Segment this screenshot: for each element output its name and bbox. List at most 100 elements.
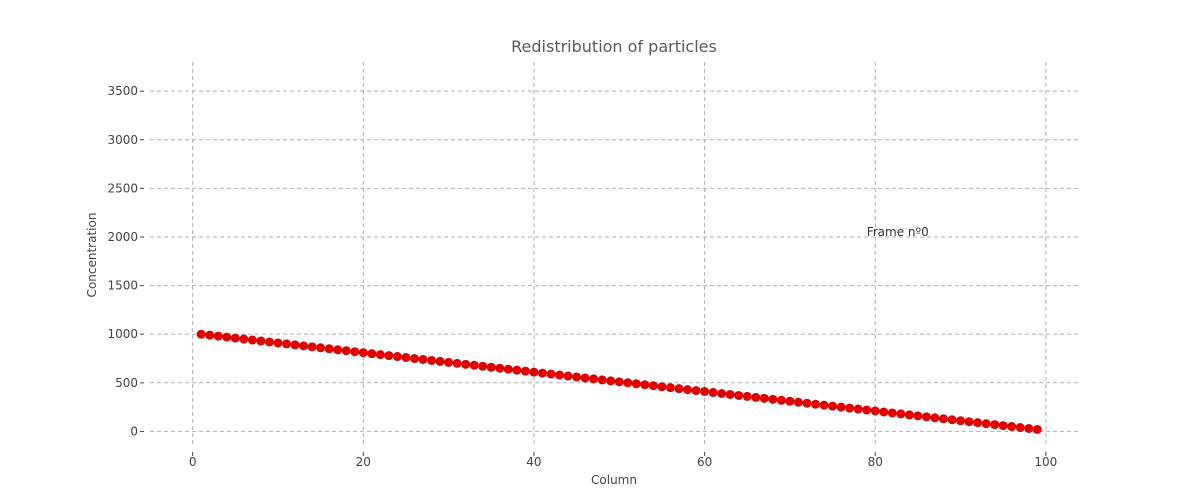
chart-title: Redistribution of particles [511,37,717,56]
data-point [435,356,445,366]
data-point [828,401,838,411]
data-point [401,353,411,363]
data-point [990,420,1000,430]
data-point [793,397,803,407]
data-point [205,330,215,340]
data-point [469,360,479,370]
data-point [896,409,906,419]
data-point [742,391,752,401]
data-point [350,347,360,357]
data-point [427,355,437,365]
data-point [921,412,931,422]
y-tick-label: 1000 [107,327,138,341]
data-point [512,365,522,375]
y-tick-label: 0 [130,424,138,438]
data-point [614,377,624,387]
data-point [1007,422,1017,432]
x-tick-label: 0 [189,455,197,469]
data-point [973,418,983,428]
data-point [819,400,829,410]
data-point [444,357,454,367]
data-point [700,387,710,397]
data-point [529,367,539,377]
y-tick-label: 3000 [107,133,138,147]
data-point [862,405,872,415]
data-point [597,375,607,385]
data-point [964,417,974,427]
data-point [674,384,684,394]
data-point [333,345,343,355]
data-point [230,333,240,343]
x-tick-label: 100 [1034,455,1057,469]
data-point [981,419,991,429]
data-point [870,406,880,416]
data-point [563,371,573,381]
data-point [853,404,863,414]
data-point [478,361,488,371]
data-point [631,379,641,389]
y-tick-label: 2000 [107,230,138,244]
data-point [324,344,334,354]
data-point [956,416,966,426]
data-point [196,329,206,339]
data-point [998,421,1008,431]
data-point [375,350,385,360]
data-point [1015,423,1025,433]
data-point [247,335,257,345]
data-point [930,413,940,423]
data-point [367,349,377,359]
data-point [811,399,820,409]
data-point [461,359,471,369]
y-tick-label: 2500 [107,181,138,195]
y-tick-label: 500 [115,376,138,390]
data-point [683,385,693,395]
y-axis-label: Concentration [85,213,99,298]
data-point [341,346,351,356]
y-tick-label: 3500 [107,84,138,98]
data-point [572,372,582,382]
x-tick-label: 60 [697,455,712,469]
data-point [290,340,300,350]
data-point [307,342,317,352]
data-point [887,408,897,418]
data-point [845,403,855,413]
x-axis-label: Column [591,473,637,487]
data-point [657,382,667,392]
data-point [537,368,547,378]
data-point [213,331,223,341]
data-point [282,339,292,349]
data-point [410,354,419,364]
data-point [256,336,266,346]
y-tick-label: 1500 [107,279,138,293]
data-point [273,338,283,348]
data-point [725,389,735,399]
data-point [717,389,727,398]
x-tick-label: 20 [356,455,371,469]
data-point [486,362,496,372]
data-point [589,374,599,384]
data-point [495,363,505,373]
data-point [358,348,368,358]
data-point [879,407,889,417]
data-point [904,410,914,420]
data-point [947,415,957,425]
data-point [802,398,812,408]
data-point [1024,424,1034,433]
data-point [316,343,326,353]
data-point [708,388,718,398]
data-point [546,369,556,379]
data-point [520,366,530,376]
x-tick-label: 80 [868,455,883,469]
data-point [452,358,462,368]
frame-annotation: Frame nº0 [867,225,929,239]
data-point [640,380,650,390]
data-point [580,373,590,383]
data-point [836,402,846,412]
data-point [606,376,616,386]
data-point [751,392,761,402]
data-point [734,390,744,400]
data-point [299,341,309,351]
data-point [555,370,565,380]
